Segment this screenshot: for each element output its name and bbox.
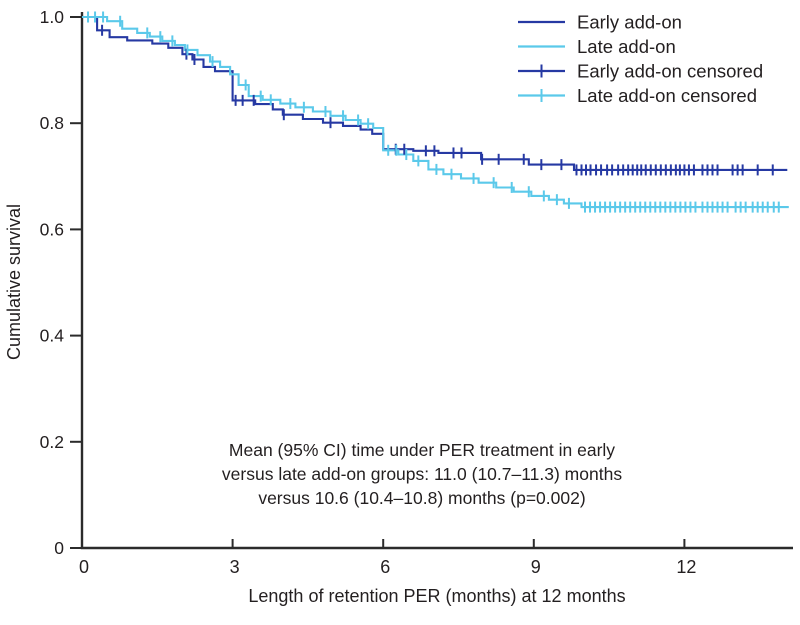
x-tick-label: 6 — [380, 557, 390, 577]
annotation-text: Mean (95% CI) time under PER treatment i… — [222, 440, 622, 508]
annotation-line-3: versus 10.6 (10.4–10.8) months (p=0.002) — [258, 488, 585, 508]
y-tick-label: 0.8 — [40, 113, 64, 133]
x-tick-label: 0 — [79, 557, 89, 577]
x-axis-title: Length of retention PER (months) at 12 m… — [248, 586, 625, 606]
censor-marks — [87, 11, 780, 213]
legend-label: Early add-on censored — [577, 61, 763, 82]
annotation-line-1: Mean (95% CI) time under PER treatment i… — [229, 440, 615, 460]
y-tick-label: 1.0 — [40, 7, 65, 27]
survival-curve-late-add-on — [82, 15, 789, 209]
legend-entry: Late add-on censored — [518, 85, 757, 106]
legend-label: Late add-on censored — [577, 85, 757, 106]
legend-entry: Early add-on — [518, 12, 682, 33]
x-tick-label: 12 — [676, 557, 696, 577]
x-tick-label: 9 — [531, 557, 541, 577]
legend-label: Late add-on — [577, 36, 676, 57]
legend: Early add-on Late add-on Early add-on cens… — [518, 12, 763, 106]
annotation-line-2: versus late add-on groups: 11.0 (10.7–11… — [222, 464, 622, 484]
legend-label: Early add-on — [577, 12, 682, 33]
y-tick-label: 0.6 — [40, 219, 64, 239]
legend-entry: Late add-on — [518, 36, 676, 57]
y-tick-label: 0.4 — [40, 326, 65, 346]
y-tick-label: 0 — [54, 538, 64, 558]
axes: 1.0 0.8 0.6 0.4 0.2 00 3 6 9 12 — [40, 7, 793, 577]
x-tick-label: 3 — [230, 557, 240, 577]
legend-entry: Early add-on censored — [518, 61, 763, 82]
y-tick-label: 0.2 — [40, 432, 64, 452]
y-axis-title: Cumulative survival — [4, 204, 24, 360]
